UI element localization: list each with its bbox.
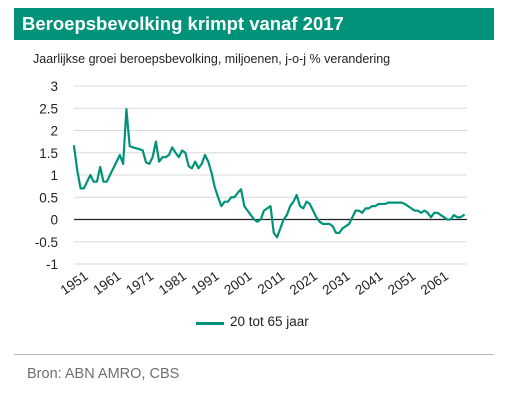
y-tick-label: 3 [50, 79, 58, 94]
y-tick-label: 1.5 [39, 146, 58, 161]
x-tick-label: 2051 [385, 268, 418, 298]
x-tick-label: 2011 [255, 268, 287, 297]
y-tick-label: 2.5 [39, 101, 58, 116]
source-note: Bron: ABN AMRO, CBS [27, 366, 180, 382]
chart-title: Beroepsbevolking krimpt vanaf 2017 [22, 13, 344, 34]
x-tick-label: 1981 [156, 268, 189, 298]
y-tick-label: 0.5 [39, 190, 58, 205]
x-tick-label: 1961 [90, 268, 123, 298]
x-tick-label: 2021 [287, 268, 320, 298]
x-tick-label: 2031 [320, 268, 353, 298]
y-tick-label: -0.5 [35, 235, 58, 250]
legend-label: 20 tot 65 jaar [230, 314, 309, 329]
y-tick-label: 1 [50, 168, 58, 183]
x-tick-label: 1951 [58, 268, 91, 298]
x-tick-label: 2001 [221, 268, 254, 298]
series-line [72, 108, 465, 239]
title-bar: Beroepsbevolking krimpt vanaf 2017 [14, 8, 494, 40]
y-tick-label: 0 [50, 213, 58, 228]
legend-swatch [196, 322, 224, 325]
x-tick-label: 1991 [189, 268, 222, 298]
footer-divider [14, 354, 494, 355]
x-tick-label: 2041 [352, 268, 385, 298]
x-tick-label: 1971 [123, 268, 156, 298]
x-tick-label: 2061 [418, 268, 451, 298]
chart-subtitle: Jaarlijkse groei beroepsbevolking, miljo… [33, 52, 391, 66]
y-tick-label: 2 [50, 124, 58, 139]
y-tick-label: -1 [46, 257, 58, 272]
